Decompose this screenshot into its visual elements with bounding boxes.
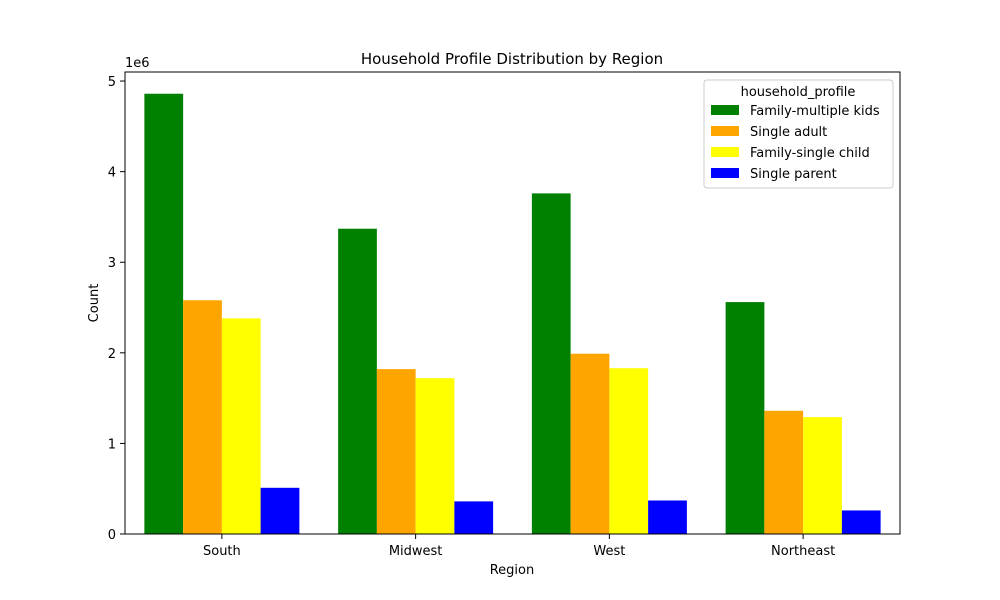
y-axis-ticks: 0 1 2 3 4 5 xyxy=(108,75,125,543)
legend-entry: Family-multiple kids xyxy=(750,104,880,119)
bar-family-multiple-kids-west xyxy=(531,193,571,534)
bar-family-single-child-northeast xyxy=(803,417,842,534)
bar-single-adult-west xyxy=(570,353,610,534)
bar-single-parent-west xyxy=(648,500,687,534)
y-tick-label: 5 xyxy=(108,75,116,90)
legend-entry: Family-single child xyxy=(750,146,870,161)
bar-single-adult-northeast xyxy=(764,410,804,534)
bar-single-adult-south xyxy=(183,300,222,534)
bar-family-multiple-kids-south xyxy=(144,93,184,534)
y-tick-label: 4 xyxy=(108,166,116,181)
legend-swatch xyxy=(711,147,739,157)
x-tick-label: South xyxy=(203,544,241,559)
chart-title: Household Profile Distribution by Region xyxy=(361,50,663,68)
bars-group xyxy=(144,93,881,534)
y-axis-label: Count xyxy=(87,284,102,323)
legend-frame xyxy=(703,79,894,189)
legend-items: Family-multiple kids Single adult Family-s… xyxy=(711,104,880,182)
bar-family-multiple-kids-northeast xyxy=(725,302,765,534)
bar-family-multiple-kids-midwest xyxy=(338,228,377,534)
x-tick-label: Northeast xyxy=(771,544,835,559)
y-offset-label: 1e6 xyxy=(125,56,150,71)
bar-single-parent-northeast xyxy=(841,510,881,534)
legend-title: household_profile xyxy=(741,85,856,100)
y-tick-label: 1 xyxy=(108,437,116,452)
legend-entry: Single parent xyxy=(750,167,837,182)
x-axis-label: Region xyxy=(490,563,535,578)
legend-entry: Single adult xyxy=(750,125,827,140)
bar-family-single-child-midwest xyxy=(415,378,455,534)
y-tick-label: 0 xyxy=(108,528,116,543)
bar-family-single-child-south xyxy=(221,318,261,534)
plot-frame xyxy=(124,71,901,535)
bar-single-adult-midwest xyxy=(376,369,416,534)
legend-swatch xyxy=(711,105,739,115)
legend-swatch xyxy=(711,126,739,136)
legend-swatch xyxy=(711,168,739,178)
legend: household_profile Family-multiple kids Si… xyxy=(703,79,894,189)
x-tick-label: West xyxy=(593,544,625,559)
y-tick-label: 2 xyxy=(108,347,116,362)
bar-single-parent-midwest xyxy=(454,501,494,534)
x-tick-label: Midwest xyxy=(389,544,443,559)
bar-single-parent-south xyxy=(260,487,300,534)
y-tick-label: 3 xyxy=(108,256,116,271)
bar-family-single-child-west xyxy=(609,368,649,534)
x-axis-ticks: South Midwest West Northeast xyxy=(203,534,835,559)
